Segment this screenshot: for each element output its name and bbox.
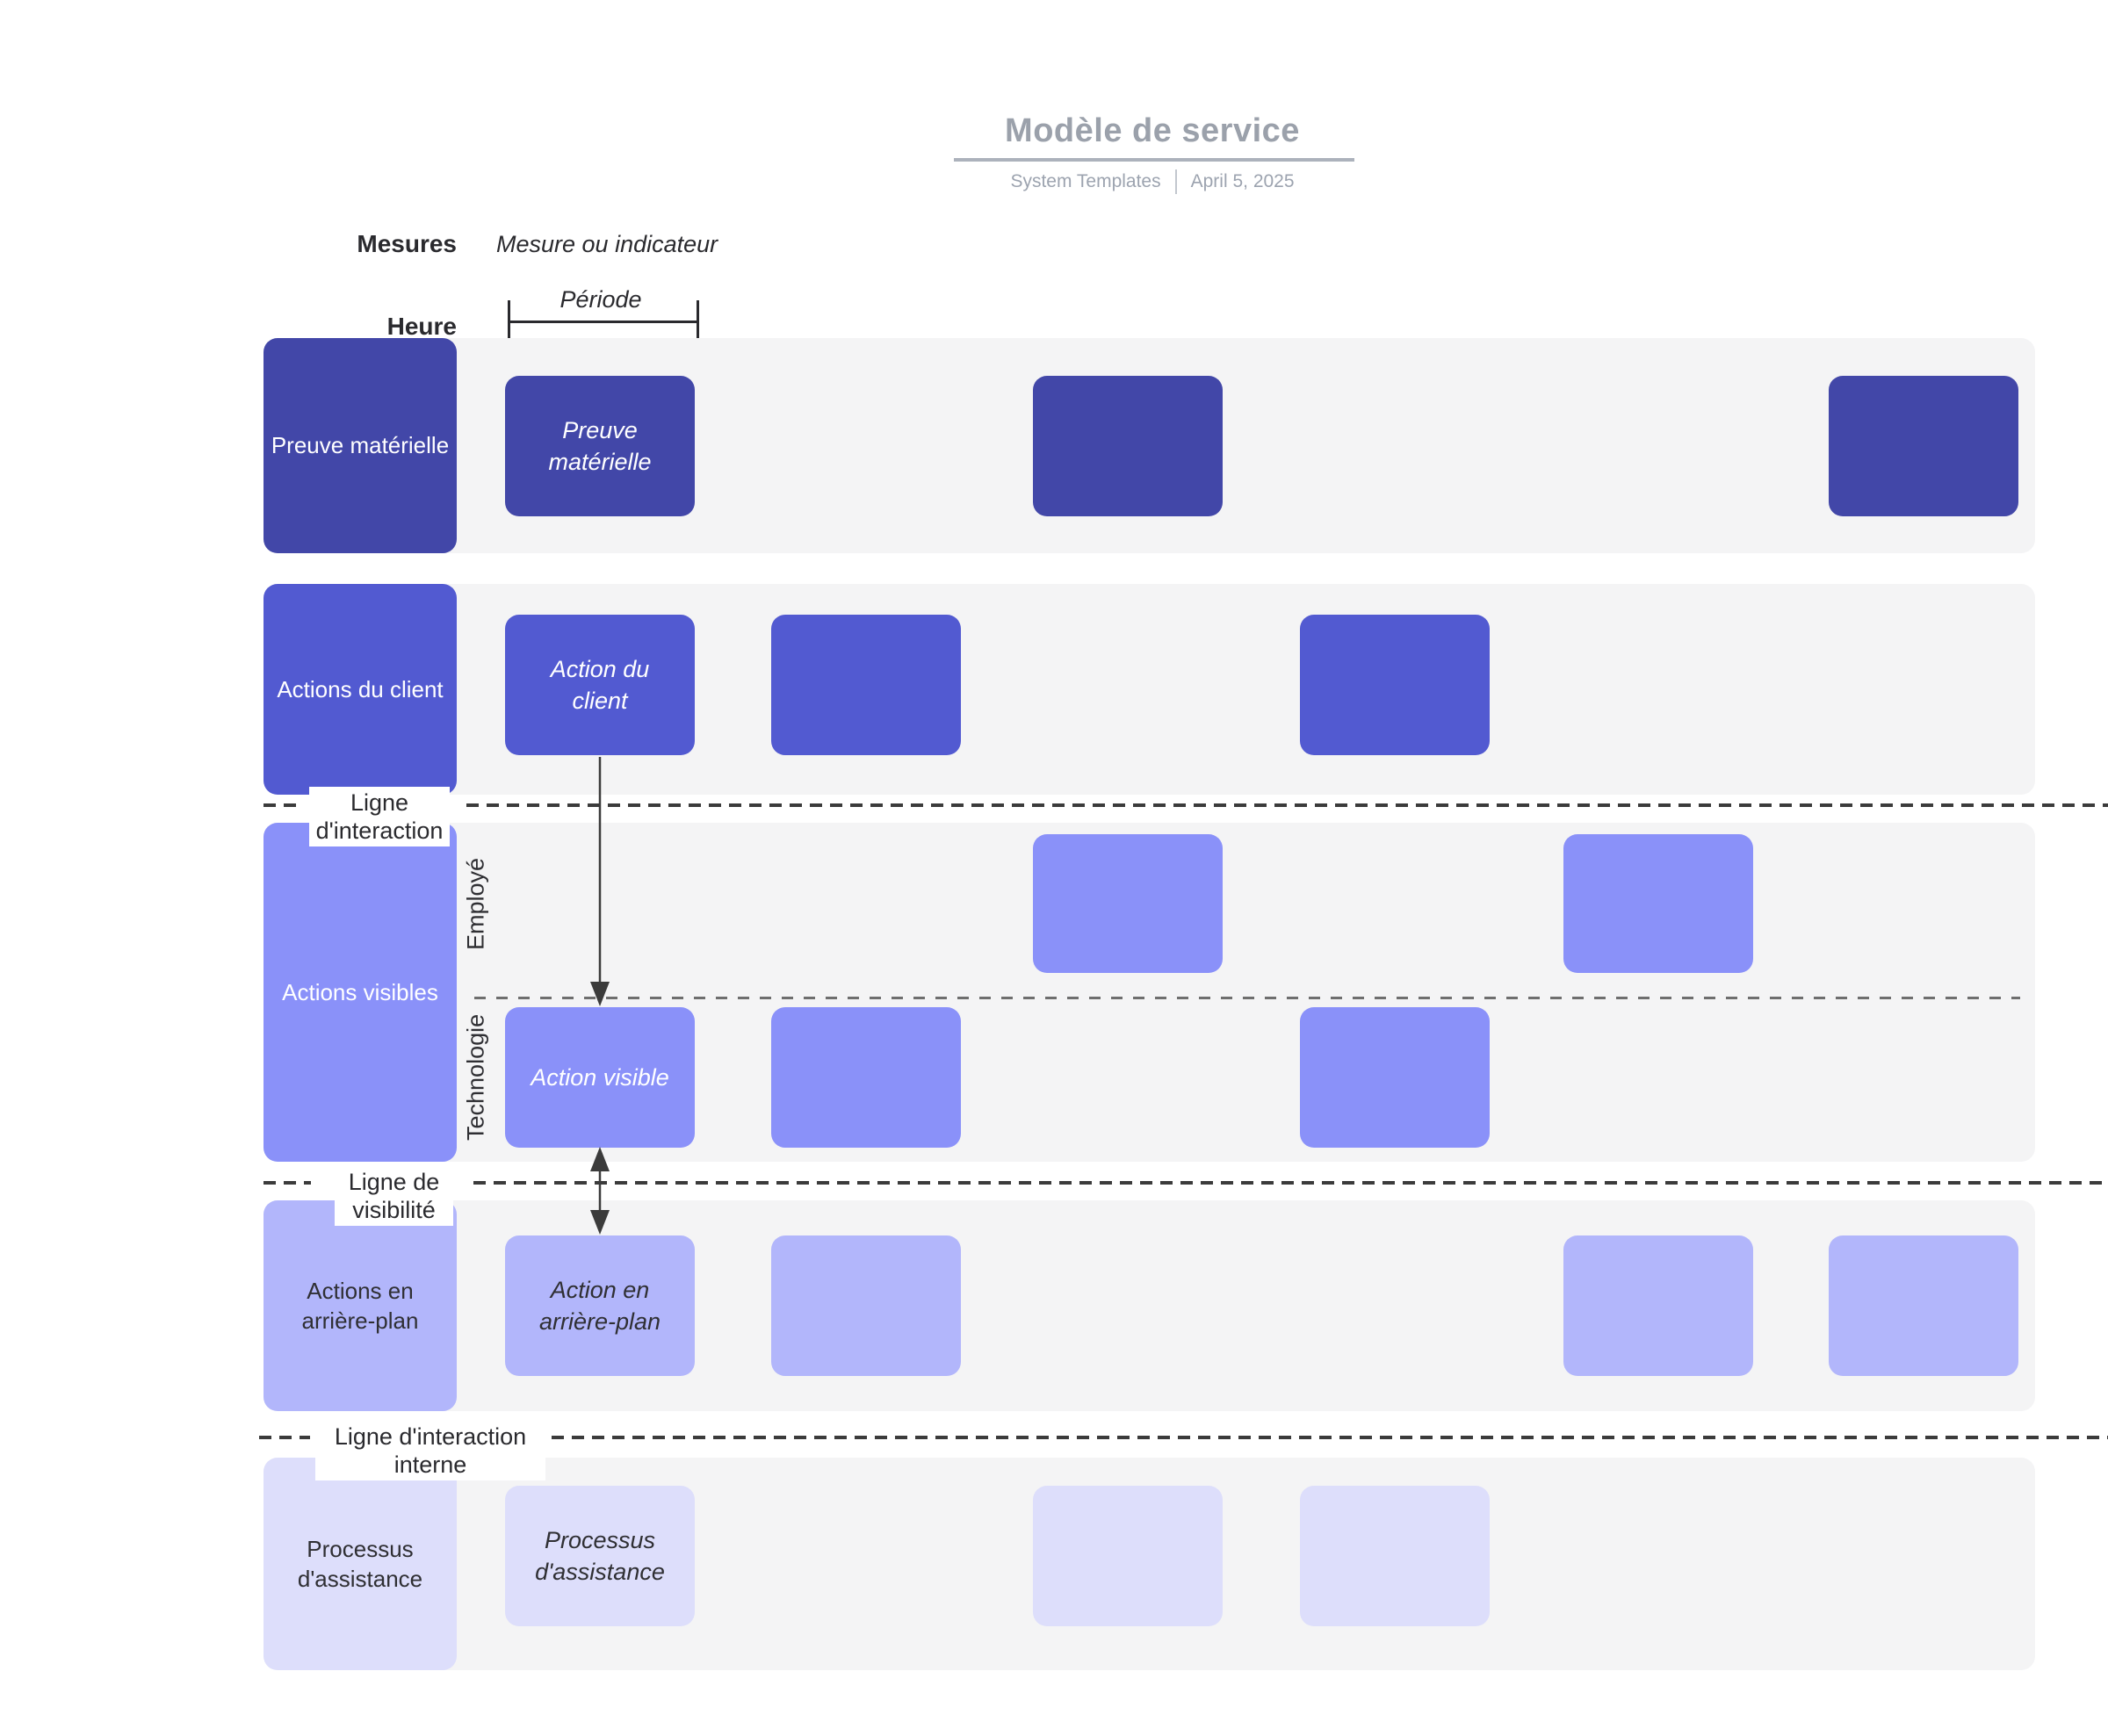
box-processus-assistance-col3[interactable] <box>1300 1486 1490 1626</box>
measures-label: Mesures <box>357 230 457 257</box>
page-title: Modèle de service <box>1005 112 1300 149</box>
box-actions-client-col1[interactable] <box>771 615 961 755</box>
subtitle-date: April 5, 2025 <box>1190 171 1295 191</box>
lane-separator-actions-visibles <box>474 997 2020 999</box>
row-label-preuve-materielle[interactable]: Preuve matérielle <box>264 338 457 553</box>
period-value: Période <box>559 286 642 313</box>
title-underline <box>954 158 1354 162</box>
subtitle-source: System Templates <box>1010 171 1161 191</box>
box-actions-visibles-lane-1-col3[interactable] <box>1300 1007 1490 1148</box>
box-actions-visibles-lane-0-col4[interactable] <box>1563 834 1753 973</box>
box-processus-assistance-col2[interactable] <box>1033 1486 1223 1626</box>
line-internal-interaction-label: Ligne d'interaction interne <box>315 1421 545 1480</box>
row-label-actions-arriere-plan[interactable]: Actions en arrière-plan <box>264 1200 457 1411</box>
lane-label-actions-visibles-lane-1: Technologie <box>462 1013 489 1142</box>
period-bracket <box>508 300 699 342</box>
box-actions-arriere-plan-col0[interactable]: Action en arrière-plan <box>505 1235 695 1376</box>
box-preuve-materielle-col0[interactable]: Preuve matérielle <box>505 376 695 516</box>
line-visibility-dashes <box>473 1181 2108 1185</box>
box-actions-arriere-plan-col4[interactable] <box>1563 1235 1753 1376</box>
line-internal-interaction-left-dashes <box>259 1436 310 1439</box>
box-actions-arriere-plan-col5[interactable] <box>1829 1235 2018 1376</box>
line-interaction-dashes <box>466 803 2108 807</box>
subtitle-divider <box>1174 169 1177 194</box>
box-processus-assistance-col0[interactable]: Processus d'assistance <box>505 1486 695 1626</box>
box-actions-visibles-lane-1-col1[interactable] <box>771 1007 961 1148</box>
box-preuve-materielle-col2[interactable] <box>1033 376 1223 516</box>
measures-value: Mesure ou indicateur <box>496 231 718 257</box>
page-subtitle: System Templates April 5, 2025 <box>889 169 1416 194</box>
line-internal-interaction-dashes <box>552 1436 2108 1439</box>
box-actions-client-col0[interactable]: Action du client <box>505 615 695 755</box>
box-actions-arriere-plan-col1[interactable] <box>771 1235 961 1376</box>
lane-label-actions-visibles-lane-0: Employé <box>462 857 489 950</box>
row-label-processus-assistance[interactable]: Processus d'assistance <box>264 1458 457 1670</box>
row-label-actions-visibles[interactable]: Actions visibles <box>264 823 457 1162</box>
box-actions-visibles-lane-1-col0[interactable]: Action visible <box>505 1007 695 1148</box>
box-actions-client-col3[interactable] <box>1300 615 1490 755</box>
line-visibility-left-dashes <box>264 1181 311 1185</box>
time-label: Heure <box>386 313 457 340</box>
line-interaction-left-dashes <box>264 803 304 807</box>
line-visibility-label: Ligne de visibilité <box>335 1166 453 1226</box>
line-interaction-label: Ligne d'interaction <box>309 787 450 846</box>
row-label-actions-client[interactable]: Actions du client <box>264 584 457 795</box>
box-preuve-materielle-col5[interactable] <box>1829 376 2018 516</box>
box-actions-visibles-lane-0-col2[interactable] <box>1033 834 1223 973</box>
